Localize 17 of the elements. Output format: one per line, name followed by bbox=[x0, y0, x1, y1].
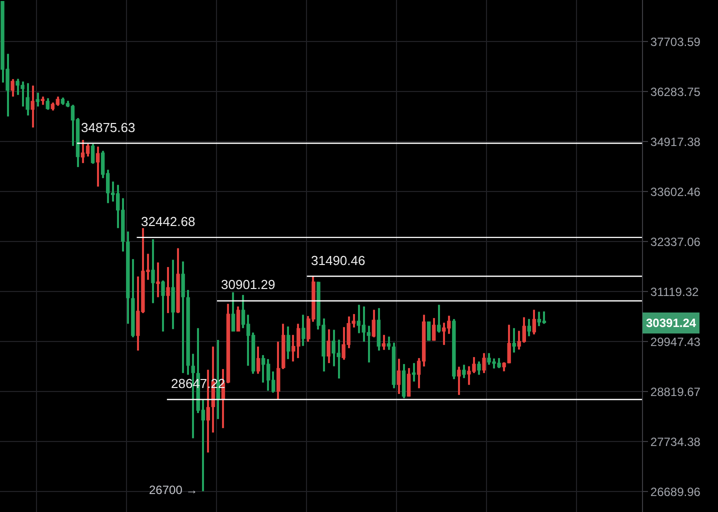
ref-line-label: 32442.68 bbox=[141, 214, 196, 229]
y-tick-label: 27734.38 bbox=[650, 434, 701, 449]
y-tick-label: 33602.46 bbox=[650, 184, 701, 199]
y-tick-label: 26689.96 bbox=[650, 484, 701, 499]
candlestick bbox=[156, 262, 160, 298]
y-tick-label: 36283.75 bbox=[650, 84, 701, 99]
ref-line-label: 30901.29 bbox=[221, 277, 276, 292]
y-tick-label: 37703.59 bbox=[650, 34, 701, 49]
y-tick-label: 29947.43 bbox=[650, 334, 701, 349]
y-tick-label: 32337.06 bbox=[650, 234, 701, 249]
text: 30391.24 bbox=[646, 316, 696, 330]
y-tick-label: 28819.67 bbox=[650, 384, 701, 399]
y-tick-label: 34917.38 bbox=[650, 134, 701, 149]
ref-line-label: 34875.63 bbox=[81, 120, 136, 135]
y-tick-label: 31119.32 bbox=[650, 284, 699, 299]
ref-line-label: 31490.46 bbox=[311, 253, 366, 268]
annotation: 26700 → bbox=[149, 483, 198, 497]
